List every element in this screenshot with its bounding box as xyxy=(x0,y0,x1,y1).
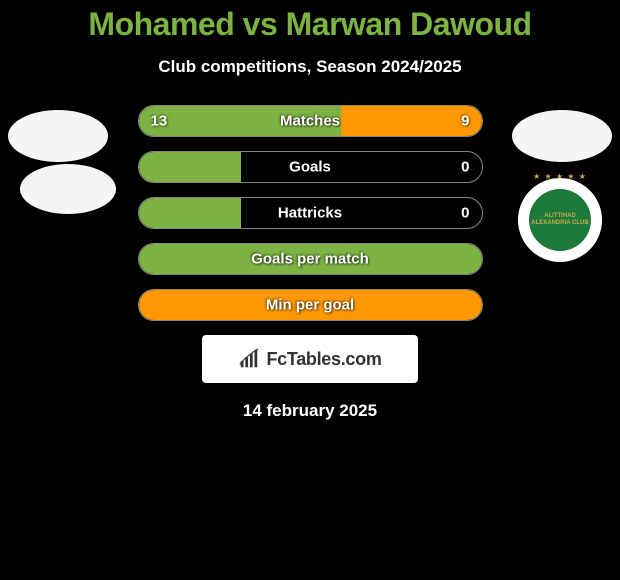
player-left-club-avatar xyxy=(20,164,116,214)
stat-row: Min per goal xyxy=(138,289,483,321)
stat-row: Goals per match xyxy=(138,243,483,275)
stat-value-right: 0 xyxy=(461,159,469,176)
comparison-bars-area: 13 9 Matches 0 Goals 0 Hattricks Goals per matc… xyxy=(138,105,483,321)
bar-left xyxy=(139,198,242,228)
badge-inner-circle: ALITTIHAD ALEXANDRIA CLUB xyxy=(529,189,591,251)
stat-row: 0 Hattricks xyxy=(138,197,483,229)
stat-row: 0 Goals xyxy=(138,151,483,183)
brand-logo-box: FcTables.com xyxy=(202,335,418,383)
page-subtitle: Club competitions, Season 2024/2025 xyxy=(0,57,620,77)
stat-label: Hattricks xyxy=(278,205,342,222)
bar-left xyxy=(139,152,242,182)
stat-label: Matches xyxy=(280,113,340,130)
stat-label: Min per goal xyxy=(266,297,354,314)
stat-label: Goals xyxy=(289,159,331,176)
stat-value-left: 13 xyxy=(151,113,168,130)
player-right-club-badge: ★ ★ ★ ★ ★ ALITTIHAD ALEXANDRIA CLUB xyxy=(518,178,602,262)
player-right-avatar xyxy=(512,110,612,162)
stat-value-right: 0 xyxy=(461,205,469,222)
badge-club-name: ALITTIHAD ALEXANDRIA CLUB xyxy=(531,213,588,226)
snapshot-date: 14 february 2025 xyxy=(0,401,620,421)
badge-stars-icon: ★ ★ ★ ★ ★ xyxy=(533,172,587,181)
player-left-avatar xyxy=(8,110,108,162)
stat-row: 13 9 Matches xyxy=(138,105,483,137)
bar-chart-icon xyxy=(238,348,260,370)
page-title: Mohamed vs Marwan Dawoud xyxy=(0,0,620,43)
brand-name: FcTables.com xyxy=(266,349,381,370)
stat-label: Goals per match xyxy=(251,251,369,268)
stat-value-right: 9 xyxy=(461,113,469,130)
